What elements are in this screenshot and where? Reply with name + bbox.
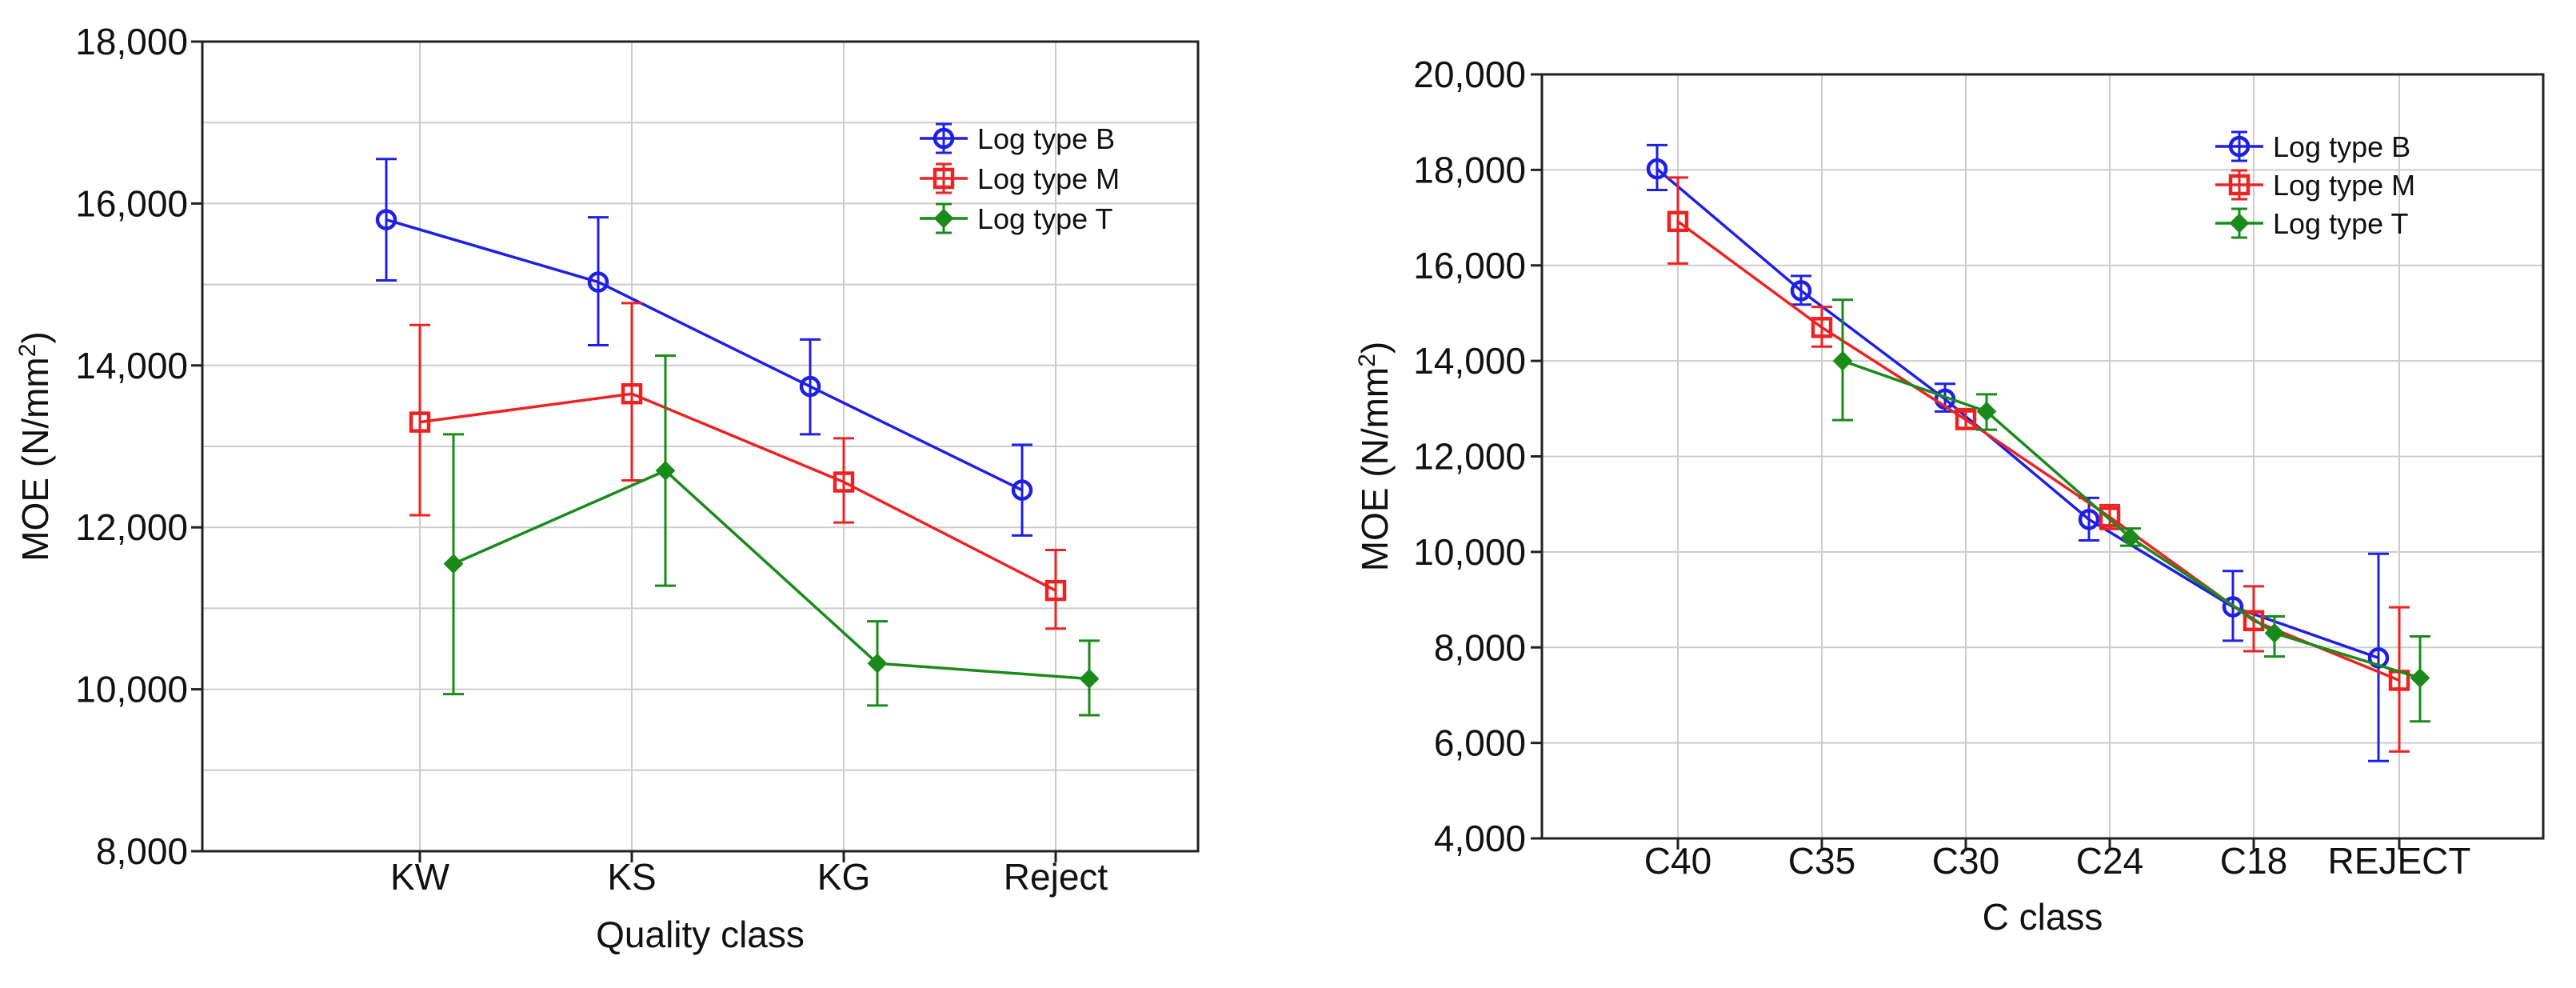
- data-point: [655, 460, 676, 481]
- data-point: [2410, 668, 2430, 688]
- legend-label: Log type T: [2273, 207, 2408, 240]
- legend-marker: [933, 127, 955, 150]
- data-point: [1011, 479, 1033, 501]
- series-log-type-b: [375, 158, 1033, 537]
- data-point: [2222, 596, 2244, 618]
- data-point: [1811, 317, 1833, 338]
- data-point: [443, 554, 464, 574]
- data-point: [587, 271, 609, 293]
- y-tick-label: 18,000: [75, 21, 188, 62]
- legend-label: Log type B: [977, 122, 1115, 155]
- series-log-type-t: [1832, 298, 2430, 723]
- y-tick-label: 4,000: [1434, 818, 1526, 859]
- plot-frame: [201, 40, 1200, 853]
- x-tick-label: KW: [390, 856, 450, 898]
- series-log-type-m: [409, 302, 1067, 630]
- series-line: [453, 469, 1090, 681]
- data-point: [2120, 527, 2141, 548]
- chart-2: 4,000 6,000 8,000 10,000 12,000 14,000 16,000 1…: [1354, 54, 2545, 938]
- data-point: [409, 411, 431, 433]
- y-tick-label: 12,000: [1413, 436, 1526, 478]
- data-point: [2367, 647, 2390, 669]
- x-tick-label: C30: [1932, 840, 1999, 882]
- data-point: [2078, 509, 2100, 530]
- y-tick-label: 20,000: [1413, 54, 1526, 95]
- data-point: [799, 375, 821, 398]
- y-tick-label: 16,000: [75, 182, 188, 224]
- x-tick-label: C24: [2076, 840, 2143, 882]
- x-tick-label: C40: [1644, 840, 1711, 882]
- data-point: [2099, 506, 2121, 528]
- legend-marker: [2228, 135, 2251, 158]
- series-log-type-m: [1667, 176, 2410, 753]
- x-tick-label: Reject: [1004, 856, 1108, 898]
- y-tick-label: 8,000: [1434, 626, 1526, 668]
- y-tick-label: 18,000: [1413, 149, 1526, 190]
- y-tick-label: 8,000: [96, 830, 188, 872]
- data-point: [1832, 350, 1853, 371]
- legend-marker: [2229, 213, 2250, 234]
- series-line: [1842, 359, 2421, 680]
- series-line: [419, 392, 1056, 592]
- legend: Log type B Log type M Log type T: [2215, 130, 2415, 240]
- y-tick-label: 10,000: [75, 669, 188, 710]
- data-point: [621, 382, 643, 405]
- x-axis-title: C class: [1983, 896, 2103, 938]
- x-tick-label: REJECT: [2328, 840, 2471, 882]
- data-point: [1667, 210, 1689, 233]
- data-point: [1079, 669, 1100, 689]
- data-point: [2243, 610, 2265, 632]
- y-axis-title: MOE (N/mm2): [14, 331, 56, 562]
- x-tick-label: KG: [817, 856, 870, 898]
- x-tick-label: C18: [2220, 840, 2287, 882]
- data-point: [2264, 622, 2285, 643]
- y-tick-label: 12,000: [75, 506, 188, 548]
- data-point: [833, 471, 855, 493]
- data-point: [375, 209, 397, 230]
- y-axis-title: MOE (N/mm2): [1354, 342, 1396, 572]
- data-point: [1955, 409, 1977, 430]
- chart-1: 8,000 10,000 12,000 14,000 16,000 18,000 KW KS K…: [14, 21, 1200, 955]
- y-tick-label: 10,000: [1413, 531, 1526, 573]
- data-point: [1790, 280, 1812, 302]
- series-log-type-b: [1646, 143, 2390, 762]
- legend-label: Log type T: [977, 202, 1112, 235]
- legend-label: Log type M: [977, 162, 1120, 195]
- x-tick-label: C35: [1788, 840, 1855, 882]
- y-tick-label: 6,000: [1434, 722, 1526, 764]
- legend-marker: [933, 167, 955, 190]
- y-tick-label: 14,000: [1413, 340, 1526, 382]
- data-point: [867, 653, 888, 674]
- series-line: [1676, 220, 2400, 682]
- legend: Log type B Log type M Log type T: [920, 122, 1120, 235]
- x-tick-label: KS: [607, 856, 656, 898]
- y-tick-label: 16,000: [1413, 245, 1526, 286]
- y-tick-label: 14,000: [75, 345, 188, 386]
- data-point: [1044, 579, 1067, 602]
- series-line: [1655, 167, 2379, 660]
- x-axis-title: Quality class: [596, 914, 805, 955]
- series-log-type-t: [443, 354, 1100, 717]
- series-line: [385, 218, 1023, 492]
- legend-label: Log type B: [2273, 130, 2410, 163]
- legend-marker: [933, 208, 954, 229]
- legend-label: Log type M: [2273, 169, 2415, 202]
- data-point: [1976, 401, 1997, 422]
- legend-marker: [2228, 174, 2251, 196]
- data-point: [1646, 158, 1668, 180]
